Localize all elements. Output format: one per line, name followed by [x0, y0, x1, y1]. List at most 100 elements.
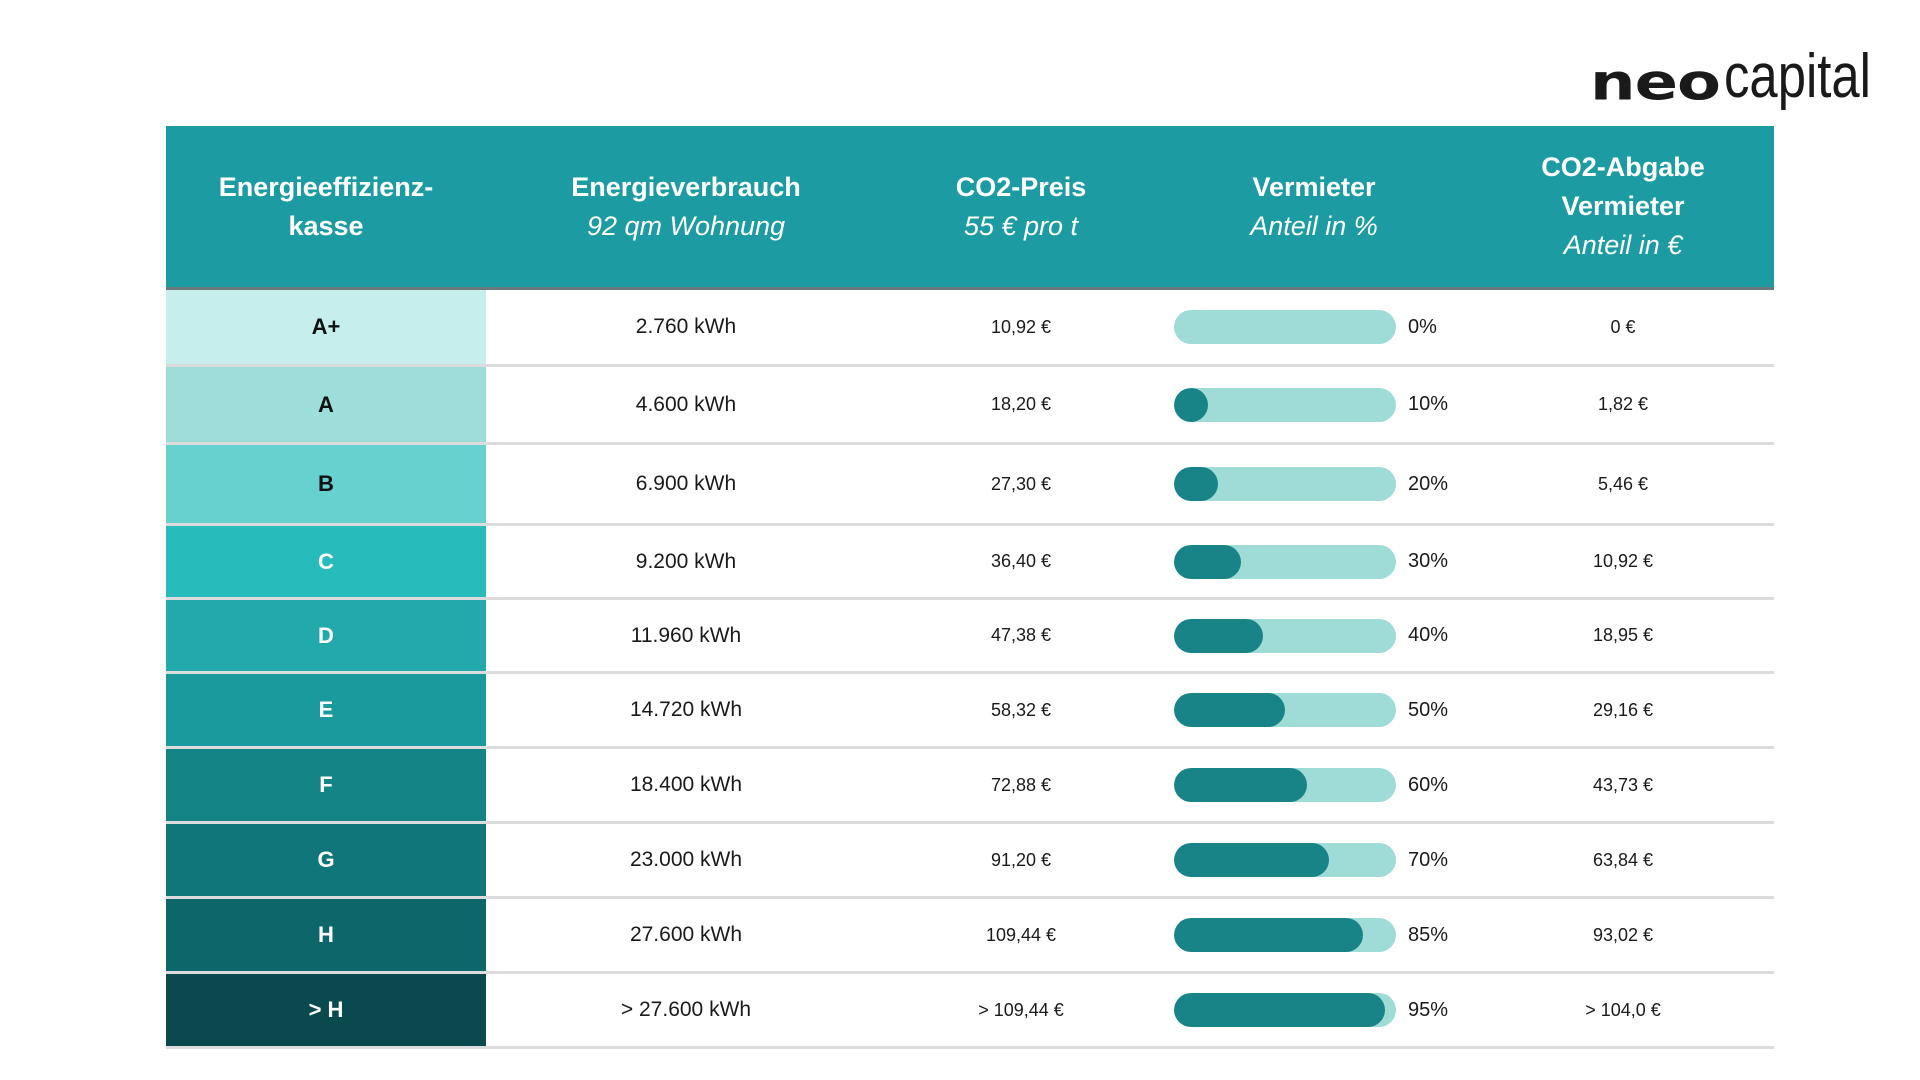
table-row: F 18.400 kWh 72,88 € 60% 43,73 € [166, 749, 1774, 824]
table-row: A+ 2.760 kWh 10,92 € 0% 0 € [166, 290, 1774, 367]
levy-cell: 63,84 € [1592, 849, 1654, 870]
share-bar-cell: 20% [1156, 445, 1472, 523]
consumption-cell: > 27.600 kWh [620, 998, 752, 1021]
share-label: 10% [1408, 393, 1449, 415]
levy-cell: 43,73 € [1592, 774, 1654, 795]
consumption-cell: 23.000 kWh [629, 848, 743, 871]
header-share-line1: Vermieter [1252, 171, 1376, 202]
share-bar [1174, 467, 1219, 501]
share-label: 30% [1408, 550, 1449, 572]
share-bar-track [1174, 618, 1396, 653]
neocapital-logo: neo capital [1590, 44, 1880, 114]
levy-cell: 0 € [1610, 316, 1636, 337]
price-cell: 36,40 € [990, 551, 1052, 571]
logo-capital: capital [1723, 42, 1871, 111]
consumption-cell: 18.400 kWh [629, 773, 743, 796]
energy-class-cell: A+ [166, 290, 486, 364]
share-bar-cell: 85% [1156, 899, 1472, 971]
levy-cell: > 104,0 € [1585, 999, 1661, 1020]
share-bar-track [1174, 387, 1396, 422]
price-cell: 10,92 € [990, 316, 1052, 337]
levy-cell: 1,82 € [1597, 394, 1649, 414]
share-bar [1174, 618, 1263, 653]
share-label: 70% [1408, 848, 1449, 871]
levy-cell: 10,92 € [1592, 551, 1654, 571]
share-bar-cell: 95% [1156, 974, 1472, 1046]
levy-cell: 18,95 € [1592, 625, 1654, 645]
share-bar-cell: 60% [1156, 749, 1472, 821]
header-class-line1: Energieeffizienz- [218, 171, 434, 202]
header-class: Energieeffizienz- kasse [166, 126, 486, 287]
energy-class-cell: C [166, 526, 486, 597]
table-body: A+ 2.760 kWh 10,92 € 0% 0 € A 4.600 kWh 18,20 €… [166, 290, 1774, 1049]
energy-class-cell: E [166, 674, 486, 746]
consumption-cell: 6.900 kWh [635, 472, 737, 495]
share-label: 60% [1408, 773, 1449, 796]
energy-class-cell: > H [166, 974, 486, 1046]
share-bar [1174, 693, 1285, 727]
price-cell: > 109,44 € [978, 999, 1064, 1020]
price-cell: 58,32 € [990, 699, 1052, 720]
header-consumption-line2: 92 qm Wohnung [586, 210, 786, 241]
share-bar [1174, 993, 1385, 1027]
share-label: 40% [1408, 624, 1449, 646]
table-row: C 9.200 kWh 36,40 € 30% 10,92 € [166, 526, 1774, 600]
table-row: A 4.600 kWh 18,20 € 10% 1,82 € [166, 367, 1774, 445]
header-share-line2: Anteil in % [1250, 210, 1378, 241]
share-bar-track [1174, 693, 1396, 727]
share-bar-track [1174, 544, 1396, 579]
table-header: Energieeffizienz- kasse Energieverbrauch… [166, 126, 1774, 290]
share-bar [1174, 843, 1330, 877]
share-bar-track [1174, 310, 1396, 344]
header-consumption: Energieverbrauch 92 qm Wohnung [486, 126, 886, 287]
consumption-cell: 9.200 kWh [635, 549, 737, 573]
price-cell: 18,20 € [990, 394, 1052, 414]
consumption-cell: 14.720 kWh [629, 698, 743, 721]
header-share: Vermieter Anteil in % [1156, 126, 1472, 287]
share-bar-track [1174, 467, 1396, 501]
consumption-cell: 11.960 kWh [630, 623, 742, 647]
levy-cell: 93,02 € [1592, 924, 1654, 945]
energy-class-cell: H [166, 899, 486, 971]
price-cell: 27,30 € [990, 473, 1052, 494]
price-cell: 47,38 € [990, 625, 1052, 645]
price-cell: 72,88 € [990, 774, 1052, 795]
energy-class-cell: D [166, 600, 486, 671]
share-bar-cell: 40% [1156, 600, 1472, 671]
share-bar-cell: 0% [1156, 290, 1472, 364]
header-levy-line3: Anteil in € [1563, 230, 1683, 260]
energy-class-cell: B [166, 445, 486, 523]
table-row: E 14.720 kWh 58,32 € 50% 29,16 € [166, 674, 1774, 749]
header-class-line2: kasse [288, 210, 364, 241]
levy-cell: 5,46 € [1597, 473, 1649, 494]
table-row: B 6.900 kWh 27,30 € 20% 5,46 € [166, 445, 1774, 526]
table-row: H 27.600 kWh 109,44 € 85% 93,02 € [166, 899, 1774, 974]
share-bar-track [1174, 993, 1396, 1027]
consumption-cell: 4.600 kWh [635, 392, 737, 416]
share-label: 85% [1408, 923, 1449, 946]
share-label: 50% [1408, 698, 1449, 721]
header-levy-line1: CO2-Abgabe [1541, 152, 1705, 182]
share-bar [1174, 768, 1308, 802]
header-consumption-line1: Energieverbrauch [571, 171, 801, 202]
consumption-cell: 27.600 kWh [629, 923, 743, 946]
energy-class-cell: G [166, 824, 486, 896]
share-label: 20% [1408, 472, 1449, 495]
share-bar-track [1174, 843, 1396, 877]
header-levy: CO2-Abgabe Vermieter Anteil in € [1472, 126, 1774, 287]
share-bar-cell: 10% [1156, 367, 1472, 442]
header-levy-line2: Vermieter [1561, 191, 1685, 221]
consumption-cell: 2.760 kWh [635, 315, 737, 338]
share-label: 0% [1408, 315, 1437, 338]
table-row: > H > 27.600 kWh > 109,44 € 95% > 104,0 € [166, 974, 1774, 1049]
share-bar-track [1174, 768, 1396, 802]
share-bar-cell: 50% [1156, 674, 1472, 746]
share-label: 95% [1408, 998, 1449, 1021]
share-bar [1174, 544, 1241, 579]
header-price-line2: 55 € pro t [963, 210, 1079, 241]
table-row: G 23.000 kWh 91,20 € 70% 63,84 € [166, 824, 1774, 899]
table-row: D 11.960 kWh 47,38 € 40% 18,95 € [166, 600, 1774, 674]
share-bar-cell: 70% [1156, 824, 1472, 896]
energy-class-cell: F [166, 749, 486, 821]
co2-table: Energieeffizienz- kasse Energieverbrauch… [166, 126, 1774, 1049]
